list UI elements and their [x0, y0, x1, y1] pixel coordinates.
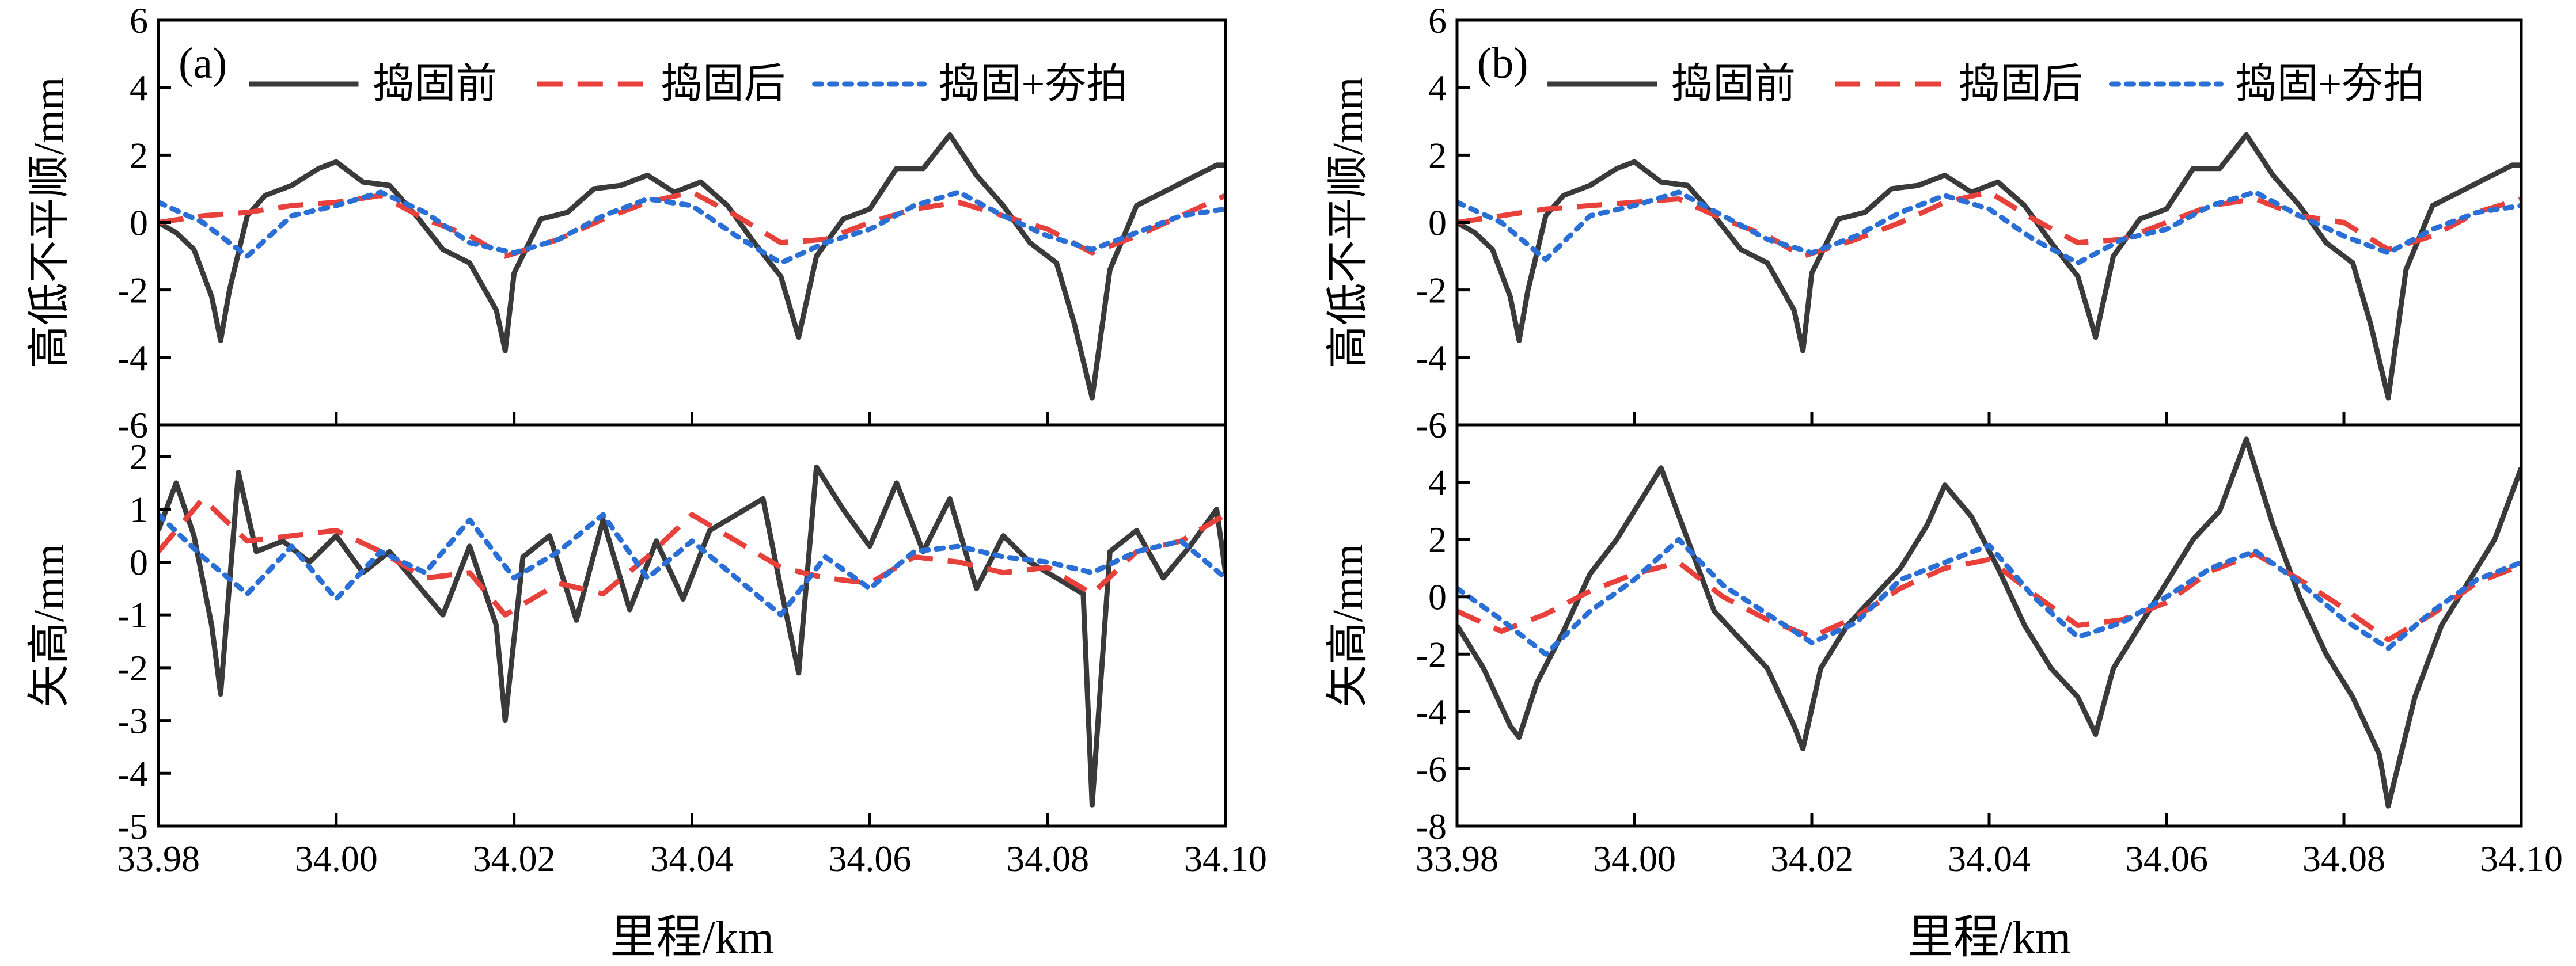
legend: 捣固前 捣固后 捣固+夯拍 [1547, 61, 2425, 107]
y-tick-label: -2 [117, 270, 148, 311]
series-line-before [1457, 132, 2521, 401]
x-tick-label: 34.02 [473, 838, 556, 879]
y-tick-label: 2 [1428, 135, 1447, 176]
x-tick-label: 33.98 [117, 838, 200, 879]
y-tick-label: -2 [117, 648, 148, 689]
y-tick-label: -6 [1416, 405, 1447, 446]
panel-2: -5 -4 -3 -2 -1 0 1 2 33.98 34.00 34.02 34.04 34.06 34… [26, 423, 1267, 879]
x-tick-label: 34.00 [295, 838, 378, 879]
y-tick-label: 6 [1428, 0, 1447, 41]
panel-4: -8 -6 -4 -2 0 2 4 -6 33.98 34.00 34.02 34.04 34.06 34… [1325, 405, 2563, 879]
series-line-before [1457, 436, 2521, 809]
y-tick-label: 4 [1428, 67, 1447, 108]
x-tick-label: 34.06 [2125, 838, 2208, 879]
panel-label: (b) [1477, 39, 1528, 88]
panel-label: (a) [179, 39, 227, 88]
x-axis-label-right: 里程/km [1907, 912, 2071, 963]
series-line-after [1457, 551, 2521, 642]
y-tick-label: -2 [1416, 634, 1447, 675]
y-tick-label: 2 [1428, 519, 1447, 560]
legend-label: 捣固+夯拍 [2236, 61, 2425, 107]
y-tick-label: 2 [130, 436, 148, 477]
x-tick-label: 34.06 [828, 838, 911, 879]
y-tick-label: -3 [117, 701, 148, 741]
series-line-combined [158, 512, 1226, 618]
y-tick-label: -8 [1416, 806, 1447, 847]
y-tick-label: -6 [1416, 748, 1447, 789]
y-tick-label: -1 [117, 595, 148, 636]
x-tick-label: 33.98 [1416, 838, 1498, 879]
y-tick-label: 0 [130, 542, 148, 583]
y-tick-label: 4 [130, 67, 148, 108]
y-axis-label: 高低不平顺/mm [1325, 77, 1372, 368]
x-tick-label: 34.10 [2480, 838, 2563, 879]
y-tick-label: 4 [1428, 462, 1447, 503]
series-line-combined [1457, 189, 2521, 266]
panel-1: -6 -4 -2 0 2 4 6 高低不平顺/mm (a) 捣固前 捣固后 捣固+夯拍 [26, 0, 1227, 446]
y-axis-label: 矢高/mm [26, 544, 73, 708]
series-line-before [158, 132, 1226, 401]
legend: 捣固前 捣固后 捣固+夯拍 [249, 61, 1128, 107]
series-line-combined [1457, 537, 2521, 657]
y-tick-label: 0 [130, 203, 148, 244]
legend-label: 捣固后 [1959, 61, 2083, 107]
legend-label: 捣固后 [661, 61, 786, 107]
y-axis-label: 矢高/mm [1325, 544, 1372, 708]
series-line-combined [158, 189, 1226, 266]
y-tick-label: -4 [117, 753, 148, 794]
y-tick-label: 0 [1428, 203, 1447, 244]
x-tick-label: 34.08 [1006, 838, 1089, 879]
y-tick-label: 6 [130, 0, 148, 41]
series-line-after [1457, 189, 2521, 259]
y-tick-label: -6 [1416, 405, 1447, 446]
y-tick-label: 1 [130, 489, 148, 530]
plots: -6 -4 -2 0 2 4 6 高低不平顺/mm (a) 捣固前 捣固后 捣固+夯拍 -5 -4 -3 -2… [26, 0, 2563, 879]
series-line-after [158, 189, 1226, 259]
series-line-after [158, 496, 1226, 618]
y-tick-label: -2 [1416, 270, 1447, 311]
legend-label: 捣固前 [1671, 61, 1796, 107]
x-axis-label-left: 里程/km [610, 912, 773, 963]
y-tick-label: 0 [1428, 577, 1447, 618]
legend-label: 捣固+夯拍 [939, 61, 1128, 107]
legend-label: 捣固前 [373, 61, 498, 107]
x-tick-label: 34.04 [1948, 838, 2031, 879]
y-axis-label: 高低不平顺/mm [26, 77, 73, 368]
y-tick-label: -5 [117, 806, 148, 847]
x-tick-label: 34.00 [1593, 838, 1676, 879]
x-tick-label: 34.10 [1184, 838, 1267, 879]
y-tick-label: -4 [117, 337, 148, 378]
y-tick-label: 2 [130, 135, 148, 176]
plot-frame [157, 423, 1227, 828]
x-tick-label: 34.04 [651, 838, 734, 879]
y-tick-label: -4 [1416, 337, 1447, 378]
y-tick-label: -4 [1416, 691, 1447, 732]
panel-3: -6 -4 -2 0 2 4 6 高低不平顺/mm (b) 捣固前 捣固后 捣固+夯拍 [1325, 0, 2523, 446]
x-tick-label: 34.08 [2302, 838, 2385, 879]
x-tick-label: 34.02 [1770, 838, 1853, 879]
plot-frame [1455, 423, 2523, 828]
y-tick-label: -6 [117, 405, 148, 446]
